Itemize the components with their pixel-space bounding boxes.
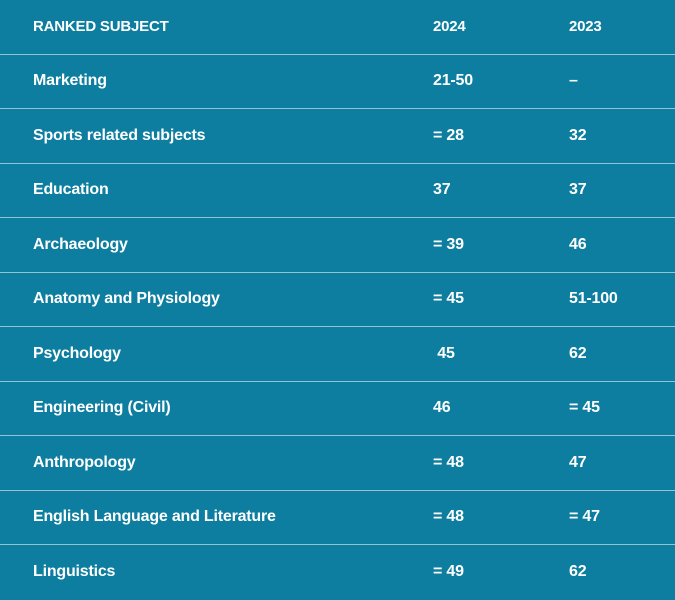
- rank-2023-cell: 46: [569, 235, 587, 253]
- subject-cell: Anthropology: [33, 453, 136, 471]
- table-row: Marketing 21-50 –: [0, 55, 675, 109]
- subject-cell: Sports related subjects: [33, 126, 206, 144]
- table-header-row: RANKED SUBJECT 2024 2023: [0, 0, 675, 55]
- rank-2023-cell: = 47: [569, 508, 600, 526]
- rank-2023-cell: 62: [569, 344, 587, 362]
- rank-2024-cell: = 45: [433, 290, 464, 308]
- subject-cell: Archaeology: [33, 235, 128, 253]
- subject-cell: Marketing: [33, 72, 107, 90]
- subject-cell: Education: [33, 181, 109, 199]
- rank-2023-cell: 62: [569, 563, 587, 581]
- rank-2023-cell: 32: [569, 126, 587, 144]
- subject-cell: Linguistics: [33, 563, 116, 581]
- table-row: Engineering (Civil) 46 = 45: [0, 382, 675, 436]
- rank-2024-cell: = 48: [433, 508, 464, 526]
- rank-2023-cell: = 45: [569, 399, 600, 417]
- rank-2024-cell: = 28: [433, 126, 464, 144]
- header-year-2023: 2023: [569, 18, 602, 36]
- rank-2024-cell: 45: [433, 344, 455, 362]
- rank-2023-cell: 47: [569, 453, 587, 471]
- rank-2023-cell: –: [569, 72, 578, 90]
- table-row: Education 37 37: [0, 164, 675, 218]
- rank-2024-cell: 21-50: [433, 72, 473, 90]
- subject-cell: Psychology: [33, 344, 121, 362]
- rank-2024-cell: = 48: [433, 453, 464, 471]
- subject-cell: Anatomy and Physiology: [33, 290, 220, 308]
- rank-2024-cell: = 49: [433, 563, 464, 581]
- subject-cell: Engineering (Civil): [33, 399, 171, 417]
- rank-2024-cell: = 39: [433, 235, 464, 253]
- rank-2023-cell: 51-100: [569, 290, 618, 308]
- table-row: Psychology 45 62: [0, 327, 675, 382]
- rank-2024-cell: 46: [433, 399, 451, 417]
- rank-2024-cell: 37: [433, 181, 451, 199]
- table-row: Anatomy and Physiology = 45 51-100: [0, 273, 675, 327]
- table-row: Sports related subjects = 28 32: [0, 109, 675, 164]
- table-row: Linguistics = 49 62: [0, 545, 675, 600]
- table-row: Archaeology = 39 46: [0, 218, 675, 273]
- rank-2023-cell: 37: [569, 181, 587, 199]
- header-ranked-subject: RANKED SUBJECT: [33, 18, 169, 36]
- header-year-2024: 2024: [433, 18, 466, 36]
- table-row: Anthropology = 48 47: [0, 436, 675, 491]
- subject-cell: English Language and Literature: [33, 508, 276, 526]
- table-row: English Language and Literature = 48 = 4…: [0, 491, 675, 545]
